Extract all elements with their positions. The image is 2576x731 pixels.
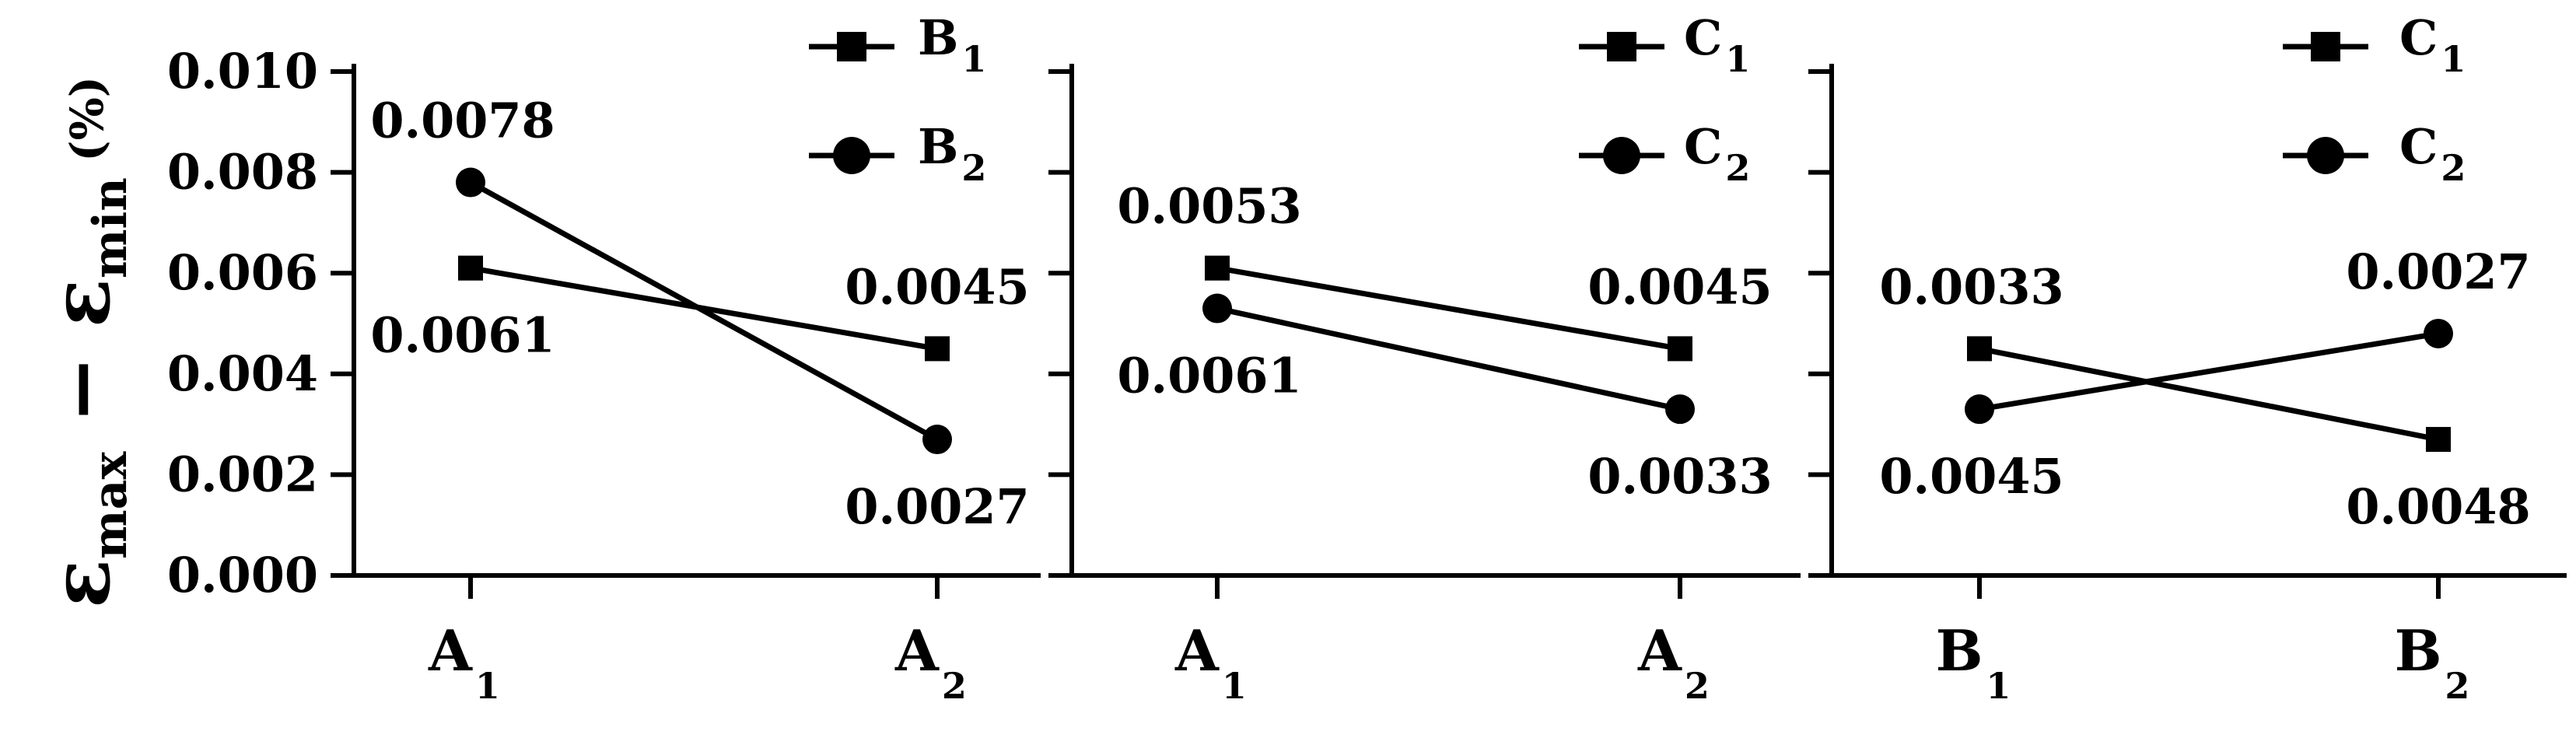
circle-marker (1202, 293, 1232, 324)
square-marker (1205, 255, 1230, 281)
x-tick-label: A1 (428, 617, 500, 707)
x-tick-label: A2 (1637, 617, 1710, 707)
series-line (1216, 265, 1681, 352)
panel-3: B1 B2 0.0033 0.0048 C1 0.0045 0.0027 C2 (1808, 9, 2567, 707)
circle-marker (456, 167, 485, 198)
y-tick-label: 0.002 (167, 446, 318, 502)
x-tick-label: B2 (2395, 617, 2470, 707)
legend-label: B1 (918, 9, 986, 80)
data-label: 0.0061 (1117, 348, 1301, 404)
data-label: 0.0053 (1117, 178, 1301, 235)
data-label: 0.0045 (845, 258, 1029, 315)
square-marker (925, 336, 950, 362)
series-line (1979, 345, 2439, 442)
legend-circle-marker (2307, 137, 2344, 174)
y-tick-label: 0.004 (167, 345, 318, 402)
legend-square-marker (1607, 32, 1636, 61)
y-tick-label: 0.000 (167, 547, 318, 603)
x-tick-label: A2 (894, 617, 967, 707)
x-tick-label: A1 (1174, 617, 1247, 707)
circle-marker (1665, 394, 1695, 425)
legend-label: C2 (1684, 118, 1750, 189)
legend-square-marker (837, 32, 866, 61)
legend-label: C2 (2399, 118, 2466, 189)
series-line (469, 180, 939, 442)
legend-label: C1 (1684, 9, 1750, 80)
data-label: 0.0033 (1879, 258, 2063, 315)
circle-marker (1965, 394, 1994, 425)
legend-circle-marker (833, 137, 870, 174)
y-axis-label: εmax − εmin (%) (33, 76, 138, 608)
series-line (1979, 331, 2439, 412)
data-label: 0.0033 (1587, 448, 1772, 505)
x-tick-label: B1 (1936, 617, 2011, 707)
legend-label: B2 (918, 118, 986, 189)
y-tick-label: 0.008 (167, 144, 318, 201)
square-marker (458, 255, 483, 281)
circle-marker (2424, 318, 2453, 348)
data-label: 0.0048 (2346, 478, 2530, 535)
legend-square-marker (2311, 32, 2340, 61)
data-label: 0.0045 (1587, 258, 1772, 315)
circle-marker (922, 425, 952, 455)
legend-label: C1 (2399, 9, 2466, 80)
data-label: 0.0045 (1879, 448, 2063, 505)
data-label: 0.0027 (845, 478, 1029, 535)
data-label: 0.0027 (2346, 243, 2530, 300)
square-marker (1668, 336, 1692, 362)
y-tick-label: 0.006 (167, 244, 318, 301)
panel-1: 0.000 0.002 0.004 0.006 0.008 0.010 A1 A2 0.0061… (167, 9, 1041, 707)
y-axis-title: εmax − εmin (%) (33, 76, 138, 608)
data-label: 0.0078 (370, 93, 555, 149)
panel-2: A1 A2 0.0053 0.0045 C1 0.0061 0.0033 C2 (1048, 9, 1801, 707)
square-marker (2426, 427, 2451, 453)
y-tick-label: 0.010 (167, 43, 318, 100)
legend-circle-marker (1603, 137, 1640, 174)
square-marker (1967, 336, 1992, 362)
data-label: 0.0061 (370, 307, 555, 364)
series-line (1216, 306, 1681, 412)
